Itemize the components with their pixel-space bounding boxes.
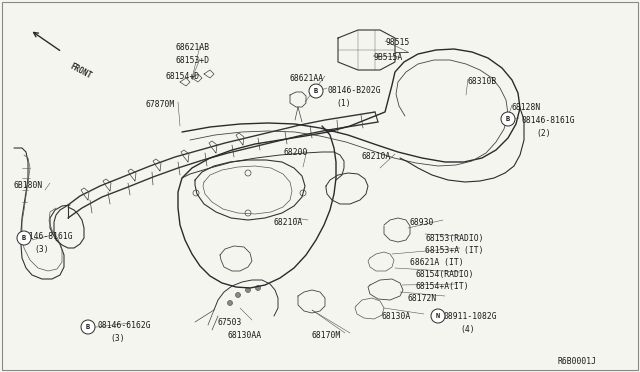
Text: 68621AA: 68621AA [290, 74, 324, 83]
Text: 68153(RADIO): 68153(RADIO) [425, 234, 483, 243]
Text: 08911-1082G: 08911-1082G [444, 312, 498, 321]
Text: 68154+A(IT): 68154+A(IT) [415, 282, 468, 291]
Text: B: B [22, 235, 26, 241]
Text: 68621AB: 68621AB [175, 43, 209, 52]
Text: (2): (2) [536, 129, 550, 138]
Text: B: B [506, 116, 510, 122]
Text: 67503: 67503 [218, 318, 243, 327]
Text: 68154+D: 68154+D [166, 72, 200, 81]
Circle shape [246, 288, 250, 292]
Text: B: B [314, 88, 318, 94]
Text: 9B515A: 9B515A [373, 53, 403, 62]
Circle shape [255, 285, 260, 291]
Circle shape [236, 292, 241, 298]
Circle shape [309, 84, 323, 98]
Text: FRONT: FRONT [68, 62, 93, 81]
Text: 68200: 68200 [283, 148, 307, 157]
Text: 08146-6162G: 08146-6162G [97, 321, 150, 330]
Text: 68130A: 68130A [381, 312, 410, 321]
Text: 98515: 98515 [385, 38, 410, 47]
Text: 68128N: 68128N [512, 103, 541, 112]
Circle shape [227, 301, 232, 305]
Text: 68170M: 68170M [311, 331, 340, 340]
Text: R6B0001J: R6B0001J [558, 357, 597, 366]
Circle shape [81, 320, 95, 334]
Text: 68153+D: 68153+D [175, 56, 209, 65]
Circle shape [501, 112, 515, 126]
Text: 08146-8161G: 08146-8161G [521, 116, 575, 125]
Text: 08146-8161G: 08146-8161G [20, 232, 74, 241]
Text: 68621A (IT): 68621A (IT) [410, 258, 463, 267]
Text: 08146-B202G: 08146-B202G [327, 86, 381, 95]
Circle shape [431, 309, 445, 323]
Text: (3): (3) [34, 245, 49, 254]
Text: 68130AA: 68130AA [228, 331, 262, 340]
Text: 6B180N: 6B180N [14, 181, 44, 190]
Text: (4): (4) [460, 325, 475, 334]
Text: 68153+A (IT): 68153+A (IT) [425, 246, 483, 255]
Text: N: N [436, 313, 440, 319]
Text: 68210A: 68210A [273, 218, 302, 227]
Circle shape [17, 231, 31, 245]
Text: 68930: 68930 [410, 218, 435, 227]
Text: 68310B: 68310B [468, 77, 497, 86]
Text: 68154(RADIO): 68154(RADIO) [415, 270, 474, 279]
Text: B: B [86, 324, 90, 330]
Text: 68210A: 68210A [362, 152, 391, 161]
Text: 67870M: 67870M [146, 100, 175, 109]
Text: 68172N: 68172N [408, 294, 437, 303]
Text: (3): (3) [110, 334, 125, 343]
Text: (1): (1) [336, 99, 351, 108]
